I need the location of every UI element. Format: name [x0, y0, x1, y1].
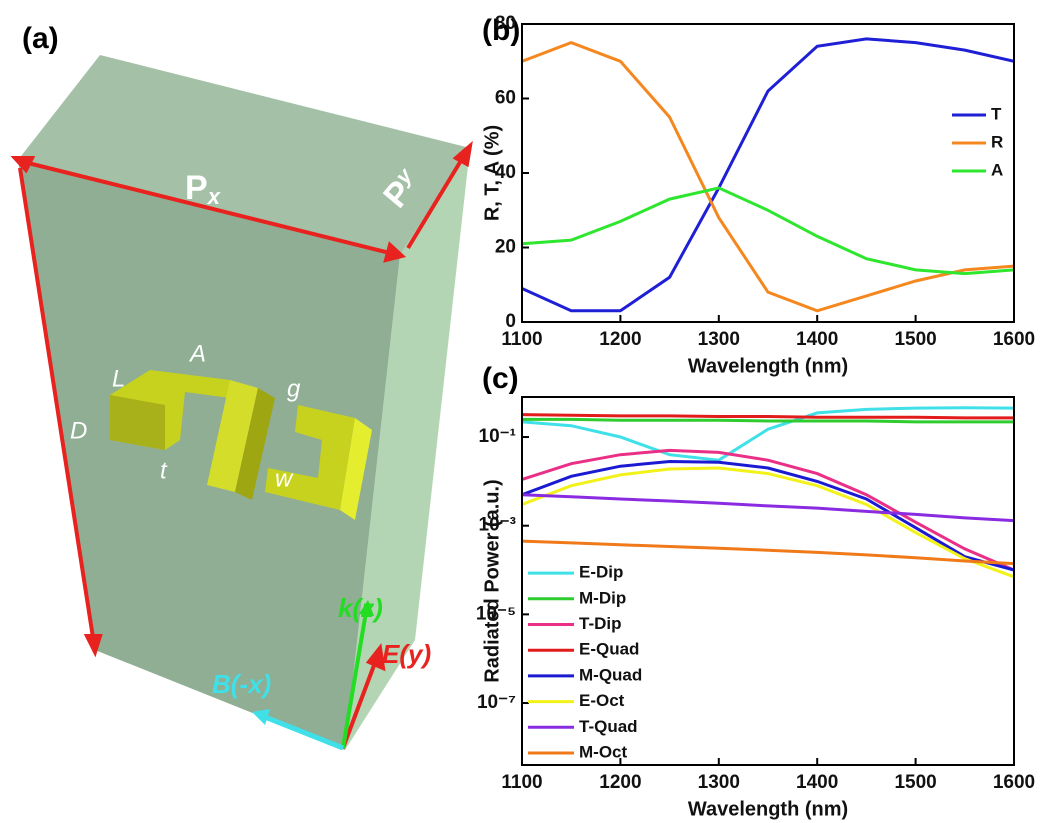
series-line: [522, 493, 1014, 523]
series-line: [522, 40, 1014, 313]
legend-label: E-Quad: [579, 640, 639, 659]
series-line: [522, 448, 1014, 572]
legend-label: E-Dip: [579, 563, 623, 582]
b-label: B(-x): [212, 669, 271, 699]
box-top: [18, 55, 470, 255]
y-tick-label: 10⁻¹: [479, 426, 517, 447]
k-arrow: [341, 611, 368, 749]
dim-label: g: [287, 375, 301, 402]
x-tick-label: 1300: [698, 772, 740, 793]
legend-label: M-Oct: [579, 742, 628, 761]
e-label: E(y): [382, 639, 431, 669]
y-tick-label: 10⁻⁵: [476, 603, 516, 624]
legend-label: E-Oct: [579, 691, 625, 710]
panel-label: (a): [22, 22, 59, 55]
y-tick-label: 20: [495, 237, 516, 258]
b-arrow: [264, 714, 344, 751]
period-x-arrow: [23, 160, 395, 256]
legend-label: M-Dip: [579, 588, 626, 607]
plot-frame: [521, 396, 1015, 766]
y-tick-label: 40: [495, 162, 516, 183]
x-tick-label: 1500: [894, 772, 936, 793]
series-line: [522, 413, 1014, 420]
arrow-head: [10, 156, 36, 174]
y-tick-label: 10⁻³: [479, 515, 517, 536]
legend-label: T: [991, 104, 1002, 123]
dim-label: L: [112, 365, 125, 392]
unit-cell-diagram: Px Py L A g D t w k(z) E(y) B(-x): [10, 55, 473, 751]
series-line: [522, 186, 1014, 276]
series-line: [522, 466, 1014, 579]
y-tick-label: 80: [495, 13, 516, 34]
k-label: k(z): [338, 593, 383, 623]
x-tick-label: 1600: [993, 772, 1035, 793]
e-field-arrow: [341, 659, 378, 749]
legend-label: A: [991, 160, 1003, 179]
resonator-middle-side: [235, 388, 275, 500]
legend-label: T-Dip: [579, 614, 622, 633]
box-front: [18, 160, 400, 750]
arrow-head: [365, 643, 386, 672]
x-tick-label: 1100: [501, 329, 542, 350]
dim-label: w: [275, 465, 294, 492]
resonator-right: [265, 405, 355, 510]
y-tick-label: 60: [495, 88, 516, 109]
series-line: [522, 37, 1014, 313]
series-line: [522, 459, 1014, 572]
y-axis-label: R, T, A (%): [481, 125, 503, 221]
resonator-right-side: [340, 418, 372, 520]
y-tick-label: 10⁻⁷: [477, 692, 516, 713]
x-tick-label: 1600: [993, 329, 1035, 350]
legend-label: M-Quad: [579, 665, 642, 684]
series-line: [522, 417, 1014, 424]
x-axis-label: Wavelength (nm): [688, 355, 848, 377]
dim-label: A: [188, 340, 206, 367]
series-line: [522, 406, 1014, 462]
x-tick-label: 1300: [698, 329, 740, 350]
x-tick-label: 1100: [501, 772, 542, 793]
arrow-head: [359, 600, 374, 616]
panel-label: (c): [482, 362, 519, 395]
resonator-left-face: [110, 395, 165, 450]
y-tick-label: 0: [505, 311, 516, 332]
arrow-head: [383, 241, 407, 263]
x-tick-label: 1400: [796, 772, 838, 793]
series-line: [522, 539, 1014, 566]
resonator-middle: [207, 380, 258, 492]
plot-frame: [521, 23, 1015, 323]
x-axis-label: Wavelength (nm): [688, 798, 848, 820]
box-side: [345, 148, 470, 750]
arrow-head: [252, 709, 270, 725]
x-tick-label: 1200: [599, 329, 641, 350]
x-tick-label: 1200: [599, 772, 641, 793]
dim-label: t: [160, 457, 168, 484]
depth-arrow: [18, 167, 96, 645]
x-tick-label: 1500: [894, 329, 936, 350]
period-x-label: Px: [185, 169, 221, 209]
y-axis-label: Radiated Power (a.u.): [481, 479, 503, 682]
period-y-arrow: [406, 152, 467, 250]
x-tick-label: 1400: [796, 329, 838, 350]
panel-label: (b): [482, 14, 520, 47]
arrow-head: [83, 634, 103, 658]
legend-label: R: [991, 132, 1003, 151]
arrow-head: [452, 140, 473, 168]
dim-label: D: [70, 417, 87, 444]
legend-label: T-Quad: [579, 717, 638, 736]
